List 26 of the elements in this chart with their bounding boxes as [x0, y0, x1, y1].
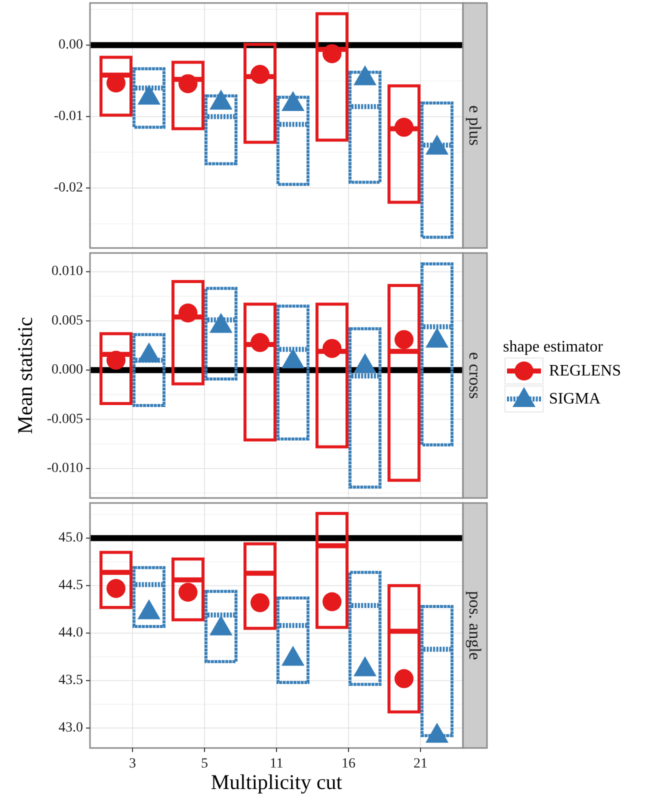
x-tick-label: 5	[200, 756, 208, 772]
text: e plus	[466, 105, 484, 146]
x-tick-label: 16	[342, 756, 356, 772]
y-tick-label: -0.005	[46, 412, 83, 427]
y-tick-label: -0.010	[46, 460, 83, 476]
y-tick-label: 0.010	[52, 264, 83, 280]
x-tick-label: 3	[128, 756, 136, 772]
y-tick-label: 0.00	[58, 38, 83, 53]
y-tick-label: 43.0	[58, 720, 83, 736]
legend-label: SIGMA	[549, 390, 602, 408]
x-tick-label: 11	[270, 756, 284, 772]
y-tick-label: -0.02	[54, 180, 83, 196]
y-tick-label: -0.01	[54, 109, 83, 124]
x-tick-label: 21	[414, 756, 428, 772]
text: pos. angle	[466, 591, 484, 660]
y-tick-label: 0.005	[52, 313, 83, 328]
y-tick-label: 45.0	[58, 530, 83, 546]
y-tick-label: 44.0	[58, 626, 83, 641]
y-tick-label: 43.5	[58, 673, 83, 688]
y-tick-label: 44.5	[58, 578, 83, 594]
x-axis-title: Multiplicity cut	[210, 770, 342, 794]
y-tick-label: 0.000	[52, 362, 83, 378]
text: e cross	[466, 352, 484, 399]
legend-label: REGLENS	[549, 362, 621, 380]
y-axis-title: Mean statistic	[13, 316, 37, 434]
legend-title: shape estimator	[503, 338, 604, 356]
